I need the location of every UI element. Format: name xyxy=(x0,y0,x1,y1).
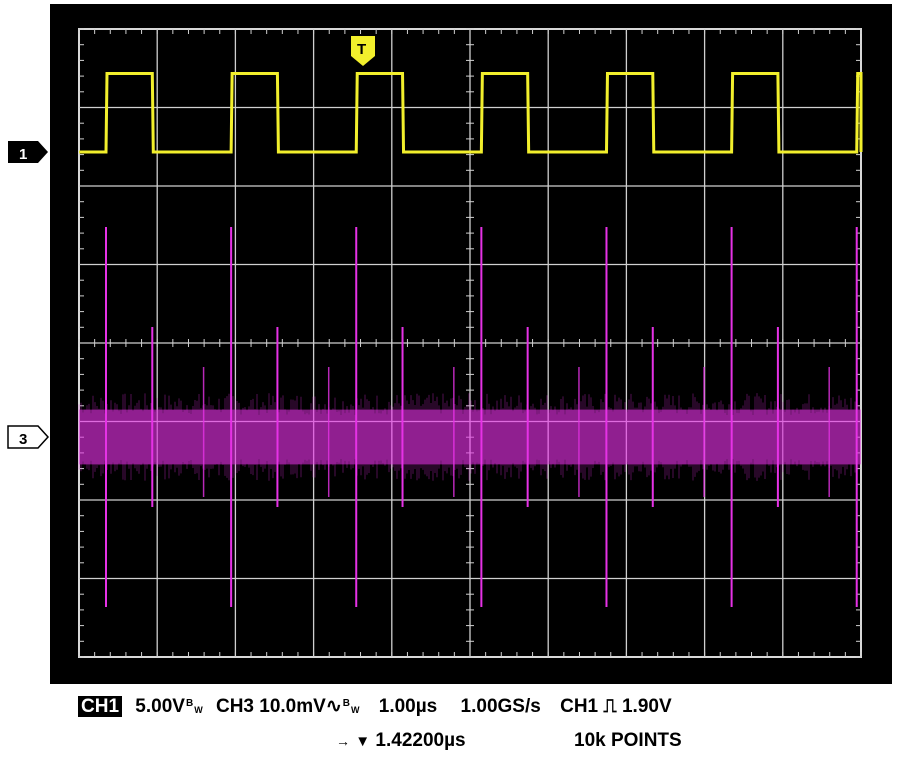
trigger-marker-label: T xyxy=(357,41,366,58)
rising-edge-icon: ⎍ xyxy=(603,696,617,717)
timebase: 1.00µs xyxy=(378,696,438,717)
trigger-source: CH1 xyxy=(560,696,599,717)
trigger-position-marker-icon: ▼ xyxy=(355,733,371,750)
display-bezel xyxy=(50,4,892,684)
ch3-noise-band xyxy=(79,409,861,465)
trigger-position: 1.42200µs xyxy=(375,730,466,751)
graticule xyxy=(78,28,862,658)
sample-rate: 1.00GS/s xyxy=(460,696,541,717)
ch3-marker xyxy=(7,425,50,449)
ch1-bw-b: B xyxy=(185,698,194,709)
ch3-marker-label: 3 xyxy=(19,431,27,448)
trace-area xyxy=(78,72,863,607)
ch3-bw-w: W xyxy=(350,705,360,715)
ch1-marker-label: 1 xyxy=(19,146,27,163)
ch3-label: CH3 xyxy=(215,696,254,717)
ch3-bw-b: B xyxy=(342,698,350,709)
ch3-scale: 10.0mV xyxy=(259,696,326,717)
ch1-bw-w: W xyxy=(194,705,203,715)
arrow-right-icon: → xyxy=(336,733,350,749)
channel-markers: 1 3 T xyxy=(7,36,375,449)
ch1-scale: 5.00V xyxy=(135,696,185,717)
ac-coupling-icon: ∿ xyxy=(325,696,342,717)
ch1-trace xyxy=(79,72,863,154)
ch1-badge: CH1 xyxy=(78,696,123,717)
readout-line-1: CH1 5.00VBW CH3 10.0mV∿BW 1.00µs 1.00GS/… xyxy=(78,695,672,718)
trigger-level: 1.90V xyxy=(621,696,672,717)
trigger-marker xyxy=(351,36,375,66)
ch1-marker xyxy=(8,141,48,163)
readout-line-2: → ▼ 1.42200µs xyxy=(336,730,466,752)
record-length: 10k POINTS xyxy=(574,730,682,751)
oscilloscope-display: 1 3 T xyxy=(7,4,892,684)
